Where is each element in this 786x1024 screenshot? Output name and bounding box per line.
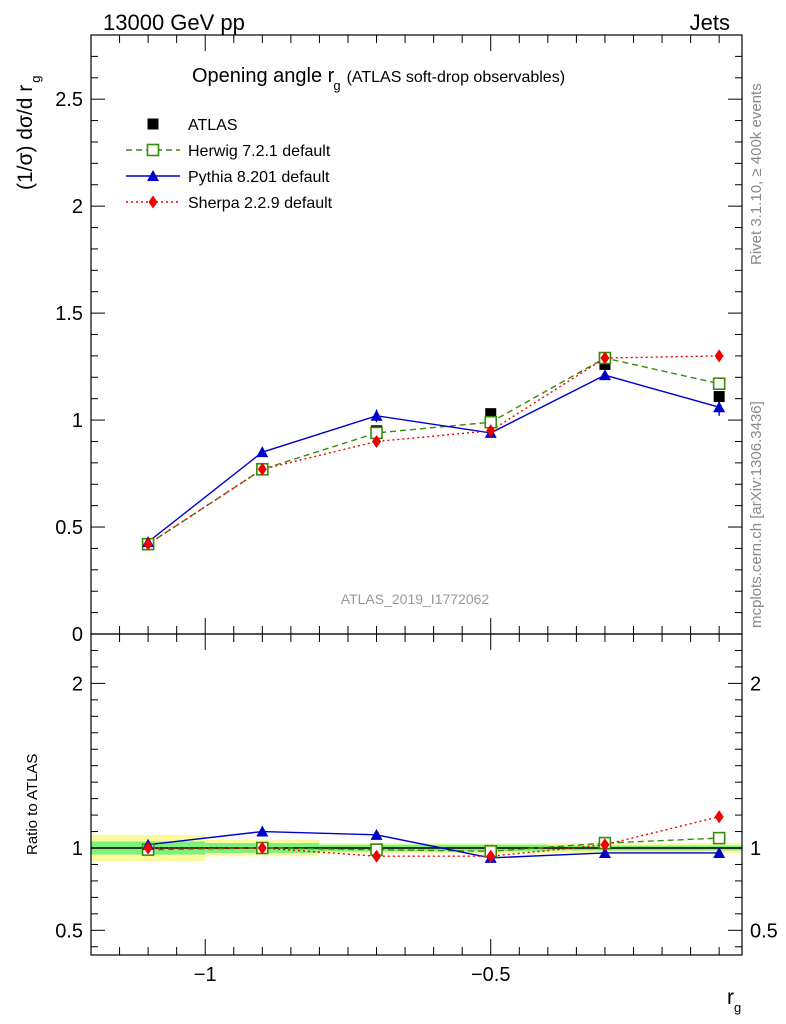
ratio-point (256, 825, 269, 837)
main-ylabel-text: (1/σ) dσ/d rg (14, 75, 43, 190)
legend-entry: ATLAS (147, 117, 238, 134)
legend-marker (146, 143, 160, 157)
main-point (257, 462, 267, 476)
ratio-point (712, 831, 726, 845)
legend: ATLAS Herwig 7.2.1 default Pythia 8.201 de… (126, 117, 333, 212)
y-tick-label: 0.5 (55, 517, 83, 539)
main-point (712, 377, 726, 391)
mcplots-label: mcplots.cern.ch [arXiv:1306.3436] (748, 401, 765, 628)
legend-marker (147, 118, 159, 130)
main-point (713, 391, 725, 403)
main-ylabel: (1/σ) dσ/d rg (14, 75, 43, 190)
main-point (256, 446, 269, 458)
plot-title: Opening angle rg (ATLAS soft-drop observa… (192, 65, 565, 93)
y-tick-label: 1.5 (55, 303, 83, 325)
legend-marker (147, 170, 159, 181)
rivet-label: Rivet 3.1.10, ≥ 400k events (748, 83, 765, 265)
ratio-line (148, 816, 720, 857)
ratio-series (141, 810, 726, 863)
header-left: 13000 GeV pp (103, 10, 245, 35)
y-tick-label: 0.5 (55, 920, 83, 942)
ratio-line (148, 830, 720, 859)
ratio-point (486, 849, 496, 863)
main-line (147, 357, 720, 545)
main-line (147, 355, 720, 545)
main-point (486, 424, 496, 438)
main-ticks: 0 0.5 1 1.5 2 2.5 (55, 35, 742, 646)
ratio-frame (90, 633, 743, 956)
main-point (370, 409, 383, 421)
ratio-point (370, 828, 383, 840)
ratio-point (714, 810, 724, 824)
legend-marker (148, 195, 158, 209)
x-tick-label: −1 (194, 964, 217, 986)
ratio-point (600, 838, 610, 852)
main-point (714, 349, 724, 363)
y-tick-label: 2.5 (55, 89, 83, 111)
main-point (485, 408, 497, 420)
main-point (372, 434, 382, 448)
ratio-ticks: 0.5 0.5 1 1 2 2 −1 −0.5 (55, 634, 778, 986)
y-tick-label: 1 (72, 410, 83, 432)
main-point (143, 537, 153, 551)
y-tick-label: 2 (72, 673, 83, 695)
main-point (598, 369, 611, 381)
ratio-point (372, 849, 382, 863)
legend-entry: Sherpa 2.2.9 default (126, 195, 333, 212)
y-tick-label: 0 (72, 624, 83, 646)
ratio-point (598, 846, 611, 858)
header-right: Jets (690, 10, 730, 35)
main-line (147, 374, 720, 543)
y-tick-label: 2 (72, 196, 83, 218)
main-point (600, 351, 610, 365)
y-tick-label-right: 0.5 (750, 920, 778, 942)
legend-label: Pythia 8.201 default (188, 169, 330, 186)
y-tick-label: 1 (72, 838, 83, 860)
y-tick-label-right: 1 (750, 838, 761, 860)
legend-label: Sherpa 2.2.9 default (188, 195, 333, 212)
ratio-point (713, 846, 726, 858)
main-point (713, 401, 726, 413)
y-tick-label-right: 2 (750, 673, 761, 695)
legend-label: ATLAS (188, 117, 238, 134)
legend-label: Herwig 7.2.1 default (188, 143, 331, 160)
ratio-ylabel: Ratio to ATLAS (24, 754, 41, 855)
x-tick-label: −0.5 (471, 964, 510, 986)
legend-entry: Herwig 7.2.1 default (126, 143, 331, 160)
x-axis-label: rg (727, 986, 741, 1015)
analysis-watermark: ATLAS_2019_I1772062 (341, 591, 490, 607)
ratio-point (257, 841, 267, 855)
main-series (141, 349, 726, 551)
ratio-point (143, 841, 153, 855)
legend-entry: Pythia 8.201 default (126, 169, 330, 186)
